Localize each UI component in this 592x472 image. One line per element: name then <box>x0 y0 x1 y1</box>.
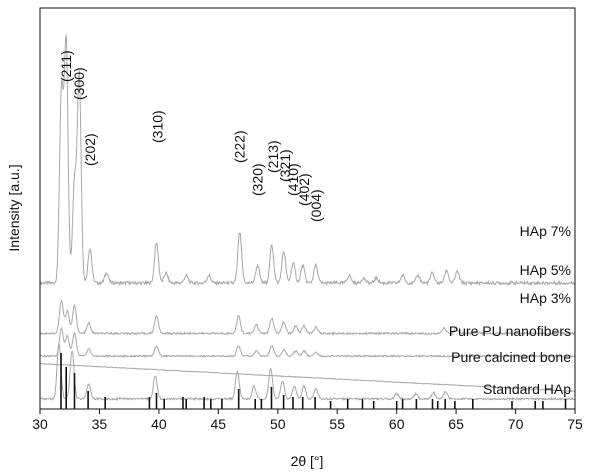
plot-frame <box>39 7 576 410</box>
x-tick-label: 55 <box>329 416 345 432</box>
peak-label: (222) <box>232 130 248 163</box>
x-tick-label: 70 <box>508 416 524 432</box>
series-label-standard-hap: Standard HAp <box>483 381 571 397</box>
peak-annotations: (211)(300) (202) (310) (222)(320)(213)(321)… <box>58 50 324 222</box>
peak-label: (211) <box>58 50 74 82</box>
x-tick-label: 50 <box>270 416 286 432</box>
peak-label: (004) <box>308 189 324 222</box>
series-label-hap-7: HAp 7% <box>520 223 571 239</box>
peak-label: (320) <box>250 163 266 196</box>
peak-label: (213) <box>265 140 281 173</box>
series-label-hap-5: HAp 5% <box>520 262 571 278</box>
series-line-hap-3 <box>40 326 576 359</box>
x-tick-label: 75 <box>567 416 583 432</box>
peak-label: (310) <box>150 110 166 143</box>
x-tick-label: 60 <box>389 416 405 432</box>
peak-label: (321) <box>277 149 293 182</box>
x-axis-title: 2θ [°] <box>291 453 324 469</box>
x-tick-label: 35 <box>92 416 108 432</box>
standard-hap-sticks <box>60 353 567 409</box>
series-label-hap-3: HAp 3% <box>520 290 571 306</box>
x-axis-ticks: 30 35 40 45 50 55 60 65 70 75 <box>32 409 583 432</box>
series-line-hap-7 <box>39 34 576 287</box>
series-line-hap-5 <box>39 299 576 336</box>
x-tick-label: 30 <box>32 416 48 432</box>
diffraction-series <box>39 34 576 402</box>
series-labels: HAp 7% HAp 5% HAp 3% Pure PU nanofibers Pure… <box>449 223 571 397</box>
peak-label: (300) <box>71 67 87 100</box>
series-line-pure-pu-nanofibers <box>39 362 576 393</box>
x-tick-label: 45 <box>211 416 227 432</box>
x-tick-label: 40 <box>151 416 167 432</box>
peak-label: (202) <box>82 133 98 166</box>
peak-label: (402) <box>296 173 312 206</box>
x-tick-label: 65 <box>448 416 464 432</box>
peak-label: (410) <box>285 163 301 196</box>
series-label-pure-calcined-bone: Pure calcined bone <box>451 349 571 365</box>
series-line-pure-calcined-bone <box>39 342 575 402</box>
y-axis-title: Intensity [a.u.] <box>6 164 22 251</box>
series-label-pure-pu-nanofibers: Pure PU nanofibers <box>449 323 571 339</box>
